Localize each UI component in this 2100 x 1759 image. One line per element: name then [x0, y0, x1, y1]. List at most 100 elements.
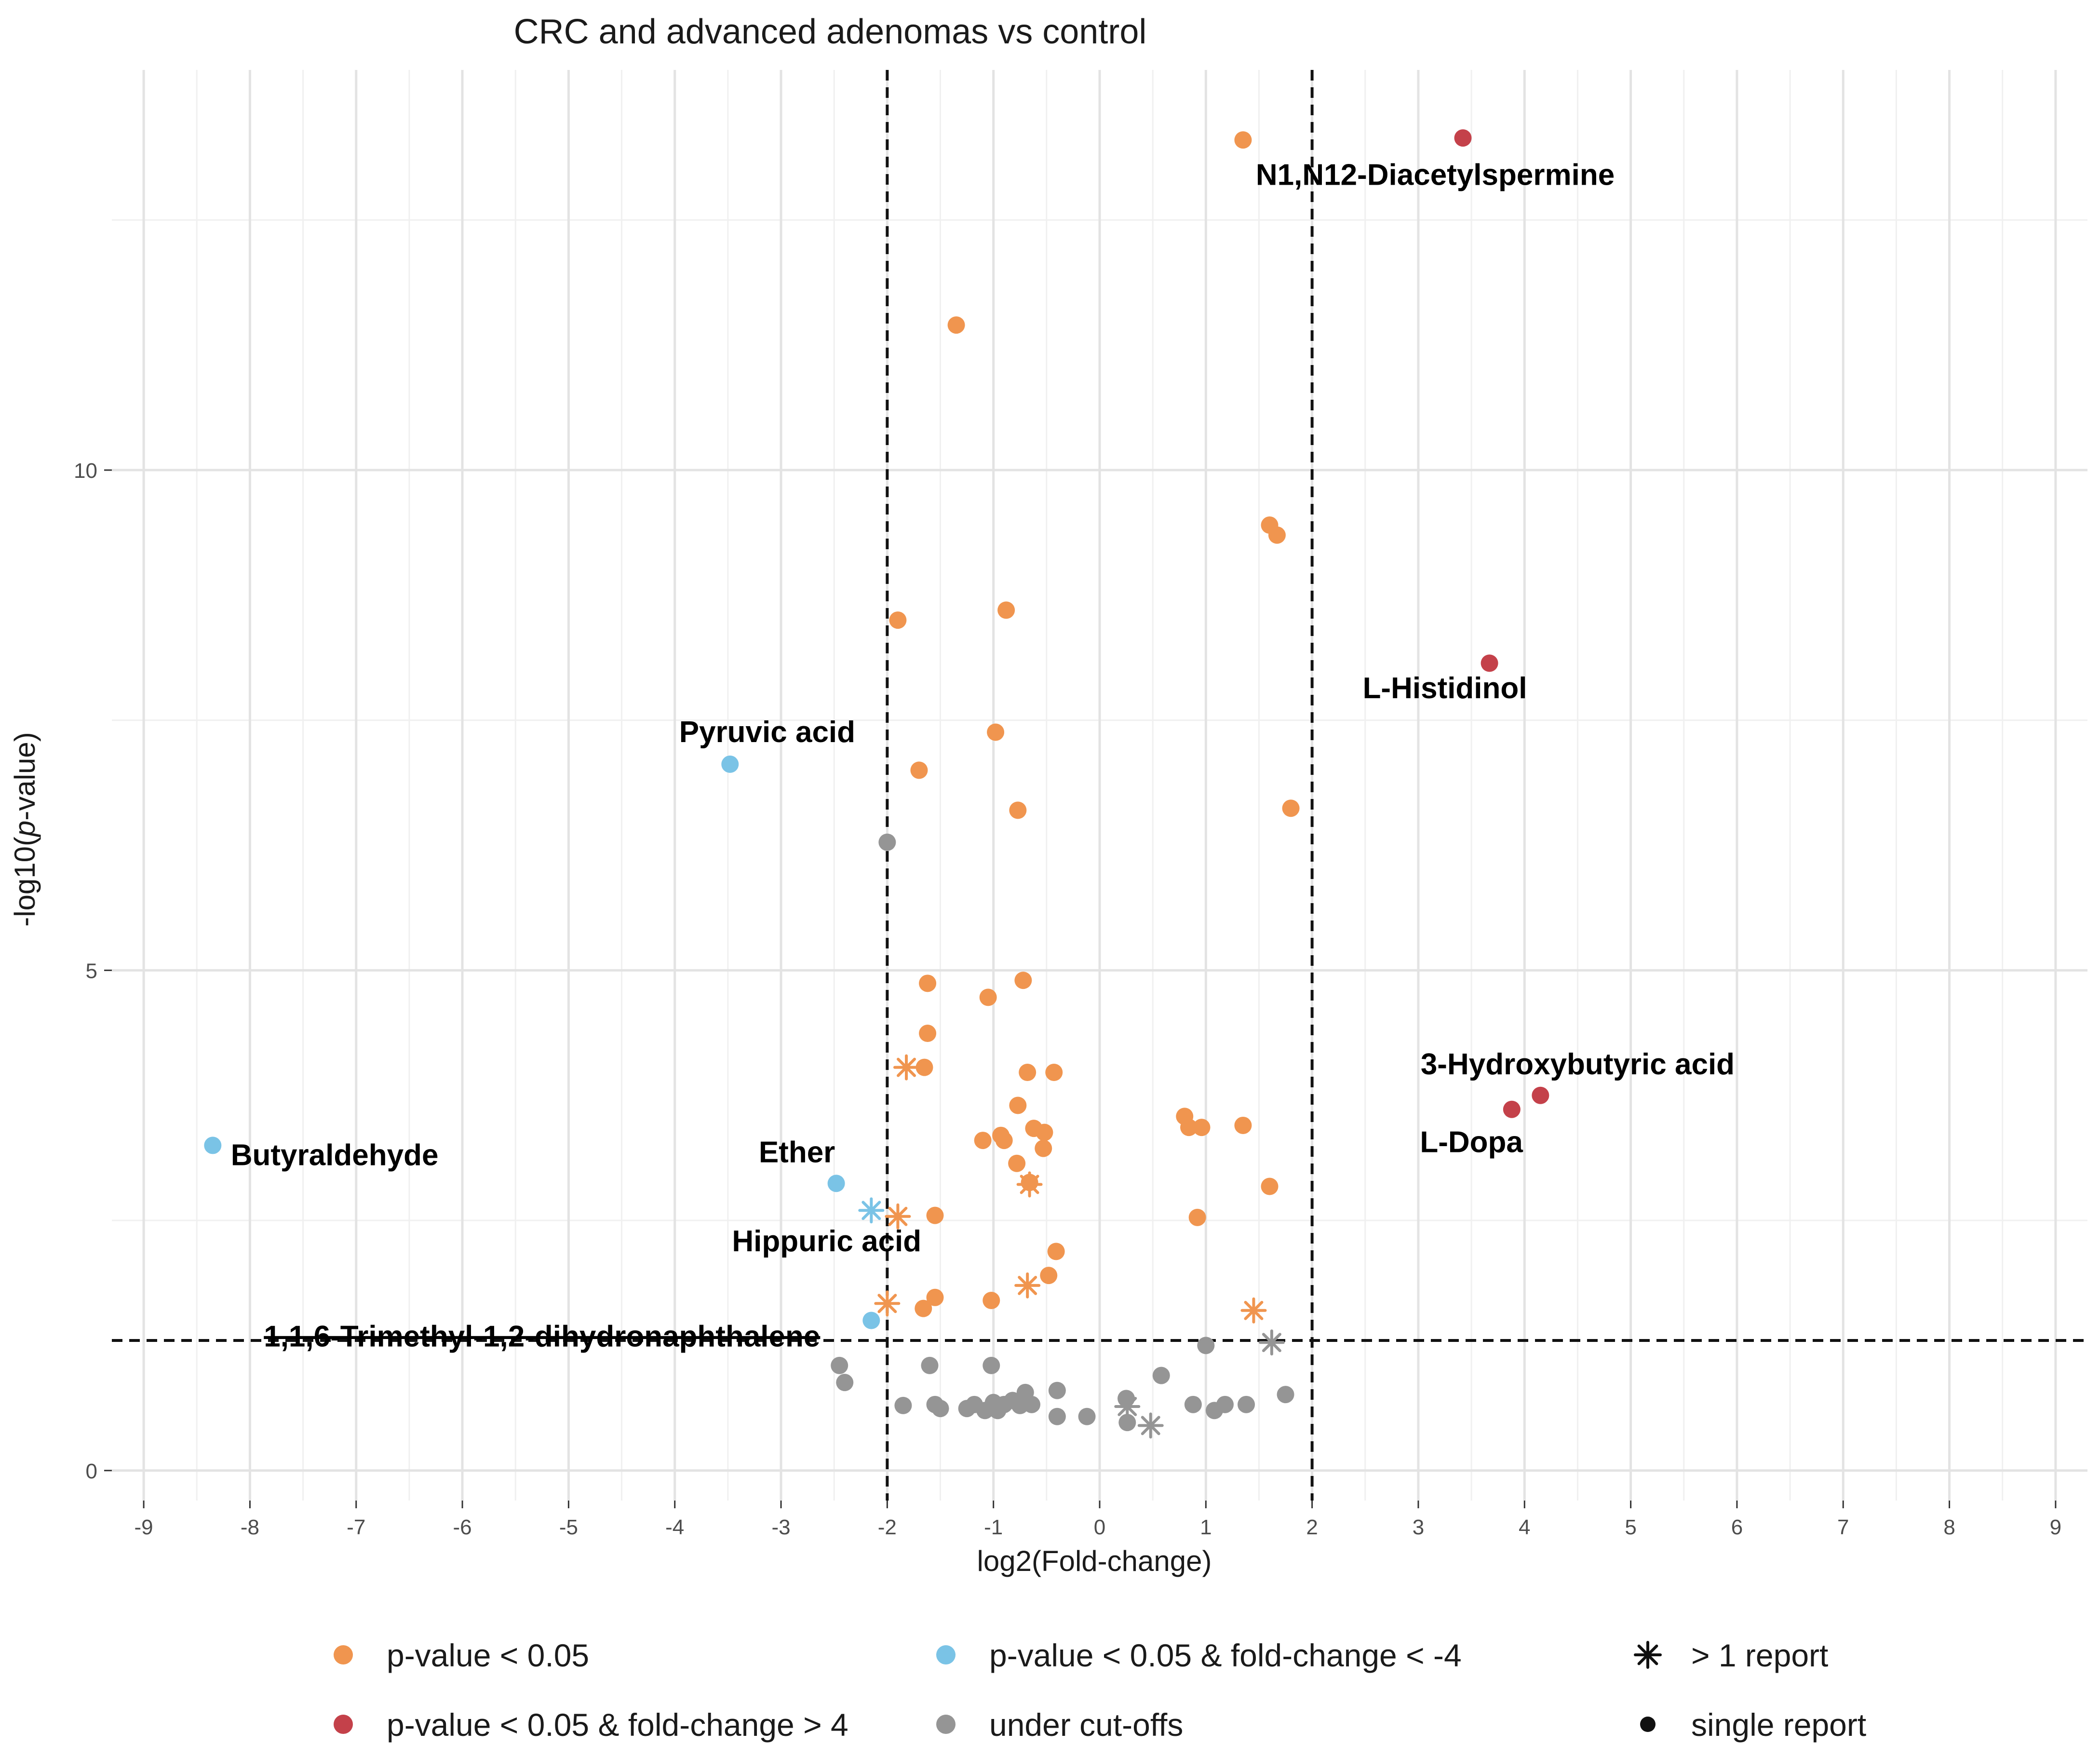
data-point-ns — [831, 1356, 848, 1374]
data-point-ns — [1216, 1395, 1234, 1413]
data-point-sig — [1035, 1139, 1052, 1157]
y-axis-title-prefix: -log10( — [9, 837, 41, 927]
data-point-ns — [931, 1400, 949, 1418]
annotation-label: Pyruvic acid — [679, 716, 855, 749]
data-point-ns — [1184, 1395, 1202, 1413]
legend-label: under cut-offs — [989, 1707, 1183, 1743]
data-point-sig — [1180, 1119, 1198, 1137]
data-point-pos — [1503, 1100, 1521, 1118]
data-point-star-neg — [858, 1197, 885, 1224]
data-point-ns — [983, 1356, 1000, 1374]
data-point-sig — [1193, 1119, 1211, 1137]
data-point-sig — [1268, 526, 1286, 544]
legend: p-value < 0.05 p-value < 0.05 & fold-chan… — [334, 1637, 1866, 1743]
legend-dot-icon — [1640, 1717, 1656, 1732]
x-tick-label: 3 — [1413, 1515, 1424, 1539]
x-tick-label: 1 — [1200, 1515, 1212, 1539]
data-point-star-sig — [874, 1290, 901, 1317]
x-tick-label: -1 — [984, 1515, 1003, 1539]
star-stroke — [1018, 1275, 1037, 1295]
data-point-sig — [1045, 1063, 1063, 1081]
x-tick-label: -5 — [559, 1515, 578, 1539]
y-tick-label: 10 — [74, 459, 97, 483]
data-point-neg — [721, 755, 739, 773]
annotation-label: Hippuric acid — [732, 1225, 921, 1258]
data-point-ns — [1078, 1407, 1096, 1425]
data-point-star-ns — [1258, 1329, 1285, 1356]
data-point-ns — [894, 1396, 912, 1414]
data-point-sig — [1234, 1116, 1252, 1134]
data-point-ns — [1118, 1414, 1136, 1432]
data-point-sig — [919, 1025, 937, 1042]
data-point-ns — [1023, 1395, 1040, 1413]
data-point-neg — [204, 1137, 222, 1154]
annotation-label: N1,N12-Diacetylspermine — [1256, 158, 1615, 191]
data-point-ns — [1277, 1386, 1294, 1404]
legend-label: p-value < 0.05 — [387, 1637, 589, 1673]
x-tick-label: 0 — [1094, 1515, 1105, 1539]
star-stroke — [1117, 1396, 1137, 1416]
data-point-sig — [1009, 801, 1027, 819]
star-stroke — [1244, 1300, 1264, 1320]
data-point-ns — [921, 1356, 939, 1374]
annotation-label: L-Histidinol — [1363, 672, 1527, 705]
data-point-star-sig — [893, 1054, 920, 1081]
x-tick-label: -7 — [347, 1515, 365, 1539]
annotation-label: 1,1,6-Trimethyl-1,2-dihydronaphthalene — [264, 1320, 820, 1353]
x-axis-title: log2(Fold-change) — [977, 1545, 1212, 1577]
data-point-ns — [836, 1374, 854, 1392]
star-stroke — [1141, 1416, 1160, 1435]
x-tick-label: 2 — [1306, 1515, 1318, 1539]
star-stroke — [897, 1057, 916, 1077]
x-tick-label: -3 — [771, 1515, 790, 1539]
legend-item: p-value < 0.05 — [334, 1637, 589, 1673]
data-point-sig — [1188, 1208, 1206, 1226]
annotation-label: Ether — [759, 1136, 835, 1169]
legend-star-icon — [1634, 1641, 1662, 1669]
data-point-star-sig — [885, 1203, 911, 1230]
data-point-ns — [1197, 1337, 1215, 1354]
x-tick-label: -4 — [665, 1515, 684, 1539]
x-tick-label: 9 — [2050, 1515, 2061, 1539]
chart-title: CRC and advanced adenomas vs control — [514, 13, 1147, 51]
data-point-sig — [1282, 799, 1300, 817]
legend-label: single report — [1691, 1707, 1866, 1743]
data-point-sig — [1019, 1063, 1037, 1081]
grid-minor — [112, 70, 2087, 1501]
data-point-sig — [1009, 1096, 1027, 1114]
legend-label: > 1 report — [1691, 1637, 1828, 1673]
star-stroke — [862, 1201, 881, 1220]
legend-item: p-value < 0.05 & fold-change < -4 — [936, 1637, 1462, 1673]
data-point-sig — [1040, 1267, 1058, 1285]
data-point-star-sig — [1240, 1297, 1267, 1324]
annotation-label: 3-Hydroxybutyric acid — [1421, 1048, 1735, 1081]
x-tick-label: 6 — [1731, 1515, 1743, 1539]
y-axis-title: -log10(p-value) — [9, 732, 41, 927]
x-tick-label: -8 — [241, 1515, 259, 1539]
x-axis-ticks: -9 -8 -7 -6 -5 -4 -3 -2 -1 0 1 2 3 4 5 6 7 8 9 — [135, 1501, 2061, 1539]
data-point-ns — [1048, 1407, 1066, 1425]
data-point-neg — [827, 1175, 845, 1192]
annotation-label: Butyraldehyde — [231, 1139, 439, 1172]
data-points — [204, 129, 1549, 1439]
legend-item: single report — [1640, 1707, 1866, 1743]
x-tick-label: 5 — [1625, 1515, 1636, 1539]
x-tick-label: -6 — [453, 1515, 472, 1539]
data-point-sig — [1008, 1154, 1026, 1172]
legend-dot-icon — [334, 1645, 353, 1664]
data-point-sig — [987, 723, 1005, 741]
data-point-ns — [878, 833, 896, 851]
data-point-sig — [926, 1206, 944, 1224]
x-tick-label: 7 — [1837, 1515, 1849, 1539]
data-point-pos — [1532, 1086, 1549, 1104]
data-point-sig — [926, 1288, 944, 1306]
star-stroke — [1637, 1644, 1658, 1665]
data-point-sig — [995, 1132, 1013, 1150]
y-tick-label: 5 — [86, 959, 97, 983]
star-stroke — [1020, 1175, 1039, 1194]
data-point-sig — [919, 974, 937, 992]
y-axis-title-italic: p — [9, 821, 41, 838]
star-stroke — [877, 1294, 897, 1313]
